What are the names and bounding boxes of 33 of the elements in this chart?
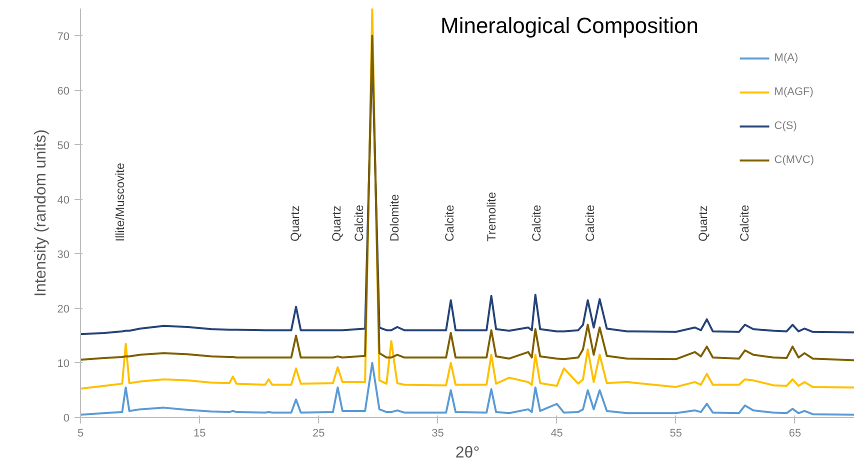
legend-label: M(AGF): [774, 86, 814, 98]
annotation: Illite/Muscovite: [112, 162, 127, 242]
annotation: Calcite: [442, 204, 457, 242]
y-tick-label: 30: [57, 248, 70, 261]
y-tick-label: 20: [57, 303, 70, 316]
annotation: Quartz: [288, 205, 302, 242]
x-tick-label: 55: [670, 428, 682, 440]
y-tick-label: 50: [57, 140, 70, 152]
annotation: Calcite: [352, 204, 366, 242]
x-tick-label: 15: [193, 428, 206, 440]
annotation: Tremolite: [484, 192, 498, 242]
y-tick-label: 10: [57, 358, 70, 370]
x-axis-title: 2θ°: [455, 444, 480, 462]
y-tick-label: 60: [57, 85, 70, 98]
legend-label: M(A): [774, 52, 798, 64]
y-tick-label: 0: [63, 412, 70, 424]
annotation: Quartz: [330, 205, 344, 242]
annotation: Quartz: [696, 205, 710, 242]
y-tick-label: 70: [57, 30, 70, 43]
y-axis-title: Intensity (random units): [32, 129, 50, 297]
legend-label: C(MVC): [774, 154, 814, 166]
y-tick-label: 40: [57, 194, 70, 206]
x-tick-label: 45: [550, 428, 563, 440]
annotation: Dolomite: [388, 194, 402, 242]
annotation: Calcite: [529, 204, 544, 242]
x-tick-label: 25: [312, 428, 325, 440]
legend-label: C(S): [774, 120, 797, 132]
annotation: Calcite: [738, 204, 752, 242]
x-tick-label: 65: [788, 428, 802, 440]
annotation: Calcite: [582, 204, 597, 242]
chart-title: Mineralogical Composition: [440, 13, 699, 38]
x-tick-label: 5: [77, 428, 84, 440]
x-tick-label: 35: [432, 428, 444, 440]
